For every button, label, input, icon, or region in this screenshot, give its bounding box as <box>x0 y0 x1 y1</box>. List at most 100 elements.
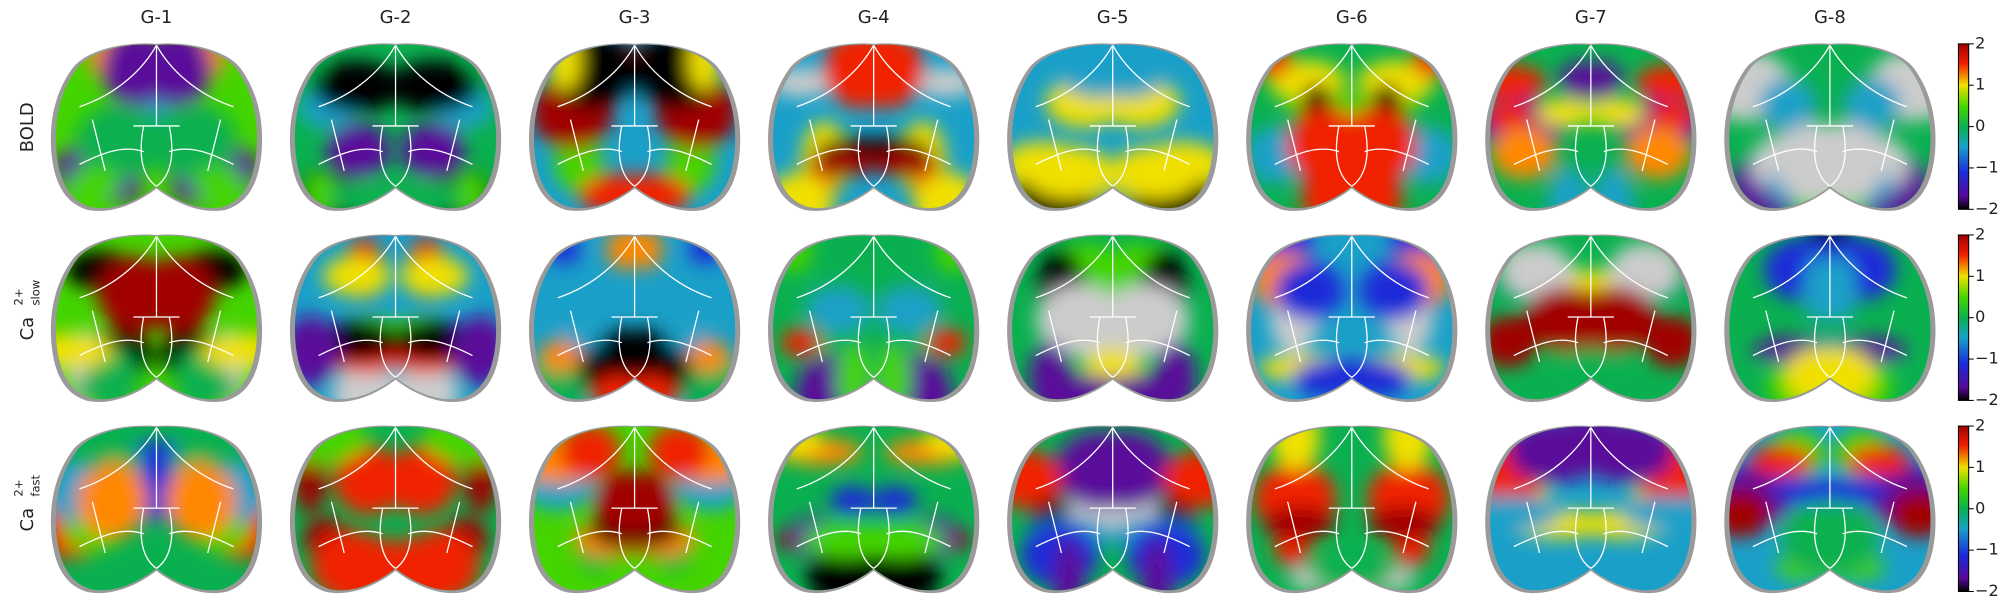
region-borders <box>796 235 951 378</box>
border <box>1035 427 1190 569</box>
brain-map <box>1007 425 1219 594</box>
brain-surface <box>1729 235 1931 400</box>
region-borders <box>1513 427 1669 569</box>
blob <box>1490 495 1561 531</box>
blob <box>1263 506 1335 540</box>
border <box>79 235 234 378</box>
blob <box>1490 65 1546 101</box>
blob <box>1078 430 1171 509</box>
blob <box>165 462 237 539</box>
column-title: G-4 <box>858 7 890 28</box>
blob <box>1823 475 1889 503</box>
row-label-base: Ca <box>17 317 38 341</box>
brain-surface <box>1012 235 1214 400</box>
blob <box>1368 506 1441 540</box>
border <box>1752 44 1908 187</box>
brain-blobs <box>55 250 258 400</box>
brain-surface <box>773 44 975 209</box>
blob <box>1759 77 1817 132</box>
blob <box>1807 122 1886 203</box>
blob <box>1587 98 1645 128</box>
region-borders <box>318 235 473 378</box>
column-title: G-6 <box>1336 7 1368 28</box>
blob <box>192 166 245 201</box>
blob <box>1624 126 1692 180</box>
blob <box>76 462 148 539</box>
row-label-sup: 2+ <box>12 289 26 306</box>
border <box>79 427 234 569</box>
brain-surface <box>55 44 258 209</box>
blob <box>935 235 972 274</box>
blob <box>392 363 459 400</box>
region-borders <box>318 427 473 569</box>
blob <box>1102 284 1190 356</box>
colorbar-tick-label: 2 <box>1975 33 1985 52</box>
brain-surface <box>773 426 975 591</box>
blob <box>857 522 944 559</box>
blob <box>1411 46 1450 78</box>
blob <box>1339 107 1417 184</box>
region-borders <box>557 427 712 569</box>
column-title: G-1 <box>141 7 173 28</box>
brain-blobs <box>1490 61 1692 209</box>
border <box>1035 235 1190 378</box>
brain-surface <box>1251 44 1453 209</box>
blob <box>688 44 720 92</box>
blob <box>665 307 706 352</box>
brain-map <box>1246 234 1458 403</box>
border <box>1035 44 1190 187</box>
border <box>318 44 473 187</box>
blob <box>1490 316 1538 368</box>
brain-surface <box>1012 44 1214 209</box>
brain-surface <box>55 235 258 400</box>
brain-surface <box>1490 44 1692 209</box>
colorbar-tick-label: −1 <box>1975 157 1999 176</box>
maps <box>50 43 1936 594</box>
blob <box>876 344 911 400</box>
region-borders <box>1513 44 1669 187</box>
blob <box>1254 46 1293 78</box>
column-title: G-3 <box>619 7 651 28</box>
brain-blobs <box>1029 244 1197 400</box>
brain-surface <box>1490 235 1692 400</box>
region-borders <box>1035 427 1190 569</box>
row-label: Ca <box>17 317 38 341</box>
row-label-sup: 2+ <box>12 480 26 497</box>
region-borders <box>1752 235 1908 378</box>
blob <box>1271 426 1320 470</box>
blob <box>609 471 676 535</box>
border <box>1274 427 1430 569</box>
blob <box>140 256 215 332</box>
blob <box>1053 540 1085 591</box>
region-borders <box>1752 44 1908 187</box>
colorbar-tick-label: 1 <box>1975 457 1985 476</box>
brain-surface <box>55 426 258 591</box>
border <box>796 427 951 569</box>
blob <box>386 446 458 515</box>
colorbar-tick-label: −2 <box>1975 581 1999 600</box>
border <box>1513 235 1669 378</box>
row-label-scripts: 2+ slow <box>12 280 43 306</box>
region-borders <box>79 427 234 569</box>
region-borders <box>79 44 234 187</box>
colorbar <box>1957 43 1970 210</box>
region-borders <box>318 44 473 187</box>
border <box>1274 44 1430 187</box>
border <box>1513 427 1669 569</box>
blob <box>332 363 399 400</box>
region-borders <box>796 44 951 187</box>
blob <box>403 529 480 591</box>
brain-map <box>1485 234 1697 403</box>
blob <box>333 446 405 515</box>
brain-surface <box>534 426 736 591</box>
brain-surface <box>1729 426 1931 591</box>
row-label: BOLD <box>17 102 38 152</box>
brain-blobs <box>534 426 736 573</box>
brain-map <box>1485 43 1697 211</box>
blob <box>804 285 871 333</box>
border <box>557 427 712 569</box>
blob <box>1824 255 1857 323</box>
blob <box>1012 450 1064 508</box>
blob <box>1888 489 1931 538</box>
border <box>796 235 951 378</box>
